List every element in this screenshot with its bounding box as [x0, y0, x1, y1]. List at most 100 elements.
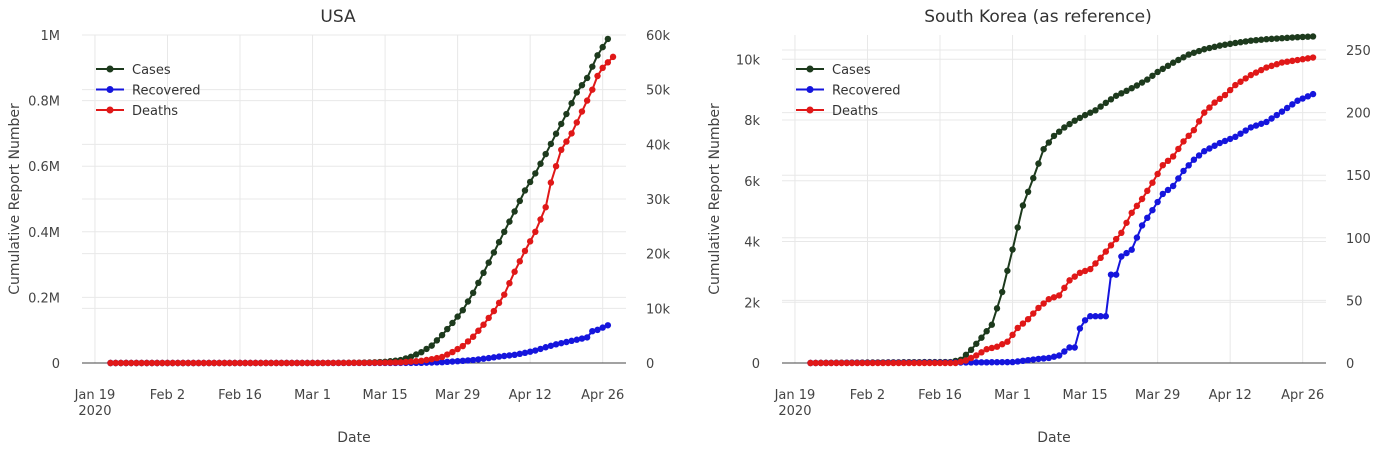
legend: Cases Recovered Deaths [96, 63, 201, 119]
data-point [568, 337, 575, 345]
series-line [110, 56, 614, 364]
data-point [247, 359, 254, 367]
data-point [1190, 49, 1198, 56]
data-point [112, 359, 119, 367]
data-point [848, 359, 856, 367]
data-point [190, 359, 197, 367]
data-point [1221, 91, 1229, 99]
data-point [205, 359, 213, 367]
data-point [1309, 33, 1317, 40]
data-point [1299, 33, 1306, 41]
data-point [1045, 139, 1053, 146]
data-point [1206, 145, 1213, 152]
data-point [407, 353, 415, 360]
data-point [1004, 338, 1011, 345]
y-right-tick-label: 0 [1346, 357, 1354, 372]
data-point [200, 359, 207, 367]
data-point [1144, 214, 1151, 222]
data-point [1206, 104, 1213, 111]
data-point [1237, 130, 1244, 137]
data-point [490, 307, 498, 315]
data-point [1278, 35, 1286, 42]
x-tick-label: Mar 15 [362, 388, 407, 403]
x-tick-label: Feb 16 [918, 388, 962, 403]
data-point [428, 355, 435, 363]
data-point [988, 321, 996, 328]
data-point [1040, 300, 1047, 307]
data-point [1226, 135, 1234, 143]
data-point [340, 359, 347, 367]
data-point [1040, 145, 1047, 153]
data-point [998, 358, 1006, 366]
data-point [594, 72, 601, 80]
data-point [1169, 59, 1177, 66]
data-point [185, 359, 192, 367]
data-point [423, 356, 430, 364]
data-point [288, 359, 296, 367]
data-point [521, 349, 529, 357]
x-tick-label: Mar 29 [1135, 388, 1180, 403]
data-point [1185, 51, 1192, 58]
data-point [843, 359, 850, 367]
data-point [1216, 42, 1223, 49]
data-point [376, 359, 384, 366]
data-point [1030, 174, 1037, 182]
data-point [578, 108, 586, 115]
y-left-tick-label: 0 [752, 357, 760, 372]
data-point [998, 288, 1006, 296]
data-point [1263, 118, 1270, 126]
data-point [1097, 313, 1104, 320]
data-point [1014, 358, 1021, 365]
data-point [516, 350, 523, 358]
data-point [962, 357, 970, 364]
data-point [1055, 352, 1063, 359]
data-point [1211, 142, 1218, 149]
data-point [1252, 69, 1260, 76]
y-left-tick-label: 4k [744, 236, 760, 251]
data-point [1128, 209, 1135, 216]
data-point [501, 228, 508, 235]
data-point [1309, 54, 1317, 61]
y-left-tick-label: 0.2M [28, 291, 60, 306]
series-deaths [107, 53, 617, 367]
data-point [1149, 179, 1156, 186]
y-right-tick-label: 0 [646, 357, 654, 372]
data-point [1050, 132, 1058, 140]
data-point [1216, 139, 1223, 147]
data-point [988, 359, 996, 366]
data-point [869, 359, 876, 367]
data-point [516, 258, 523, 265]
data-point [521, 187, 529, 194]
data-point [480, 269, 487, 276]
data-point [1081, 317, 1089, 324]
data-point [1066, 120, 1073, 128]
data-point [526, 348, 534, 355]
data-point [558, 146, 565, 153]
data-point [537, 345, 544, 353]
y-left-tick-label: 6k [744, 175, 760, 190]
data-point [117, 359, 125, 367]
data-point [957, 358, 964, 365]
data-point [1144, 76, 1151, 83]
data-point [444, 351, 451, 358]
data-point [298, 359, 306, 367]
data-point [495, 353, 503, 360]
data-point [1149, 72, 1156, 79]
data-point [973, 340, 980, 347]
data-point [993, 305, 1001, 312]
data-point [1237, 78, 1244, 85]
data-point [454, 357, 461, 365]
data-point [122, 359, 130, 367]
data-point [1009, 331, 1016, 339]
data-point [1283, 104, 1291, 112]
data-point [542, 150, 549, 158]
y-left-tick-label: 1M [41, 29, 61, 44]
data-point [967, 354, 975, 362]
data-point [583, 97, 591, 104]
data-point [1009, 246, 1016, 253]
data-point [988, 344, 996, 352]
data-point [599, 324, 606, 331]
data-point [1309, 90, 1317, 98]
data-point [433, 337, 441, 344]
